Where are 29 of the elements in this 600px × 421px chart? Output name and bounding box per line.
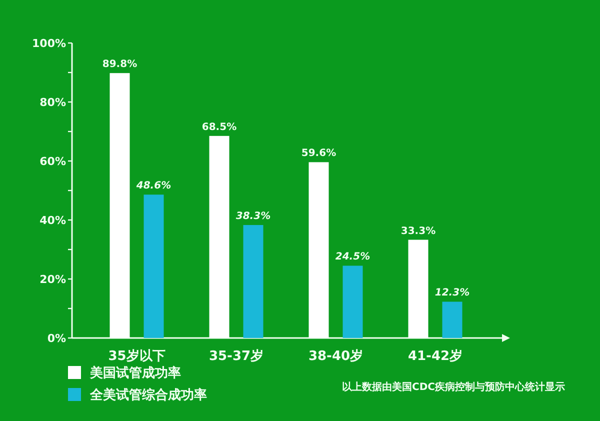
data-label: 24.5% (335, 252, 370, 263)
legend-label: 美国试管成功率 (89, 365, 181, 381)
data-label: 12.3% (434, 288, 470, 299)
legend-label: 全美试管综合成功率 (89, 387, 207, 403)
data-label: 89.8% (102, 59, 138, 70)
y-tick-label: 40% (40, 214, 66, 227)
x-tick-label: 38-40岁 (308, 349, 364, 364)
data-label: 59.6% (301, 148, 336, 160)
y-tick-label: 60% (40, 155, 66, 168)
x-tick-label: 35-37岁 (208, 349, 264, 364)
data-label: 33.3% (400, 226, 436, 237)
bar (442, 302, 462, 338)
y-tick-label: 20% (40, 273, 66, 286)
y-tick-label: 100% (32, 37, 66, 50)
bar (144, 194, 164, 338)
bar (408, 240, 428, 338)
bar (308, 162, 329, 338)
y-tick-label: 0% (47, 332, 66, 345)
data-label: 48.6% (135, 180, 172, 192)
bar (342, 266, 363, 338)
data-label: 68.5% (202, 122, 237, 133)
y-tick-label: 80% (40, 96, 66, 109)
text: 以上数据由美国CDC疾病控制与预防中心统计显示 (342, 381, 565, 393)
x-tick-label: 35岁以下 (108, 349, 166, 364)
x-tick-label: 41-42岁 (408, 349, 463, 364)
bar (243, 225, 264, 338)
bar (110, 73, 130, 338)
bar (209, 136, 230, 338)
data-label: 38.3% (236, 211, 271, 222)
